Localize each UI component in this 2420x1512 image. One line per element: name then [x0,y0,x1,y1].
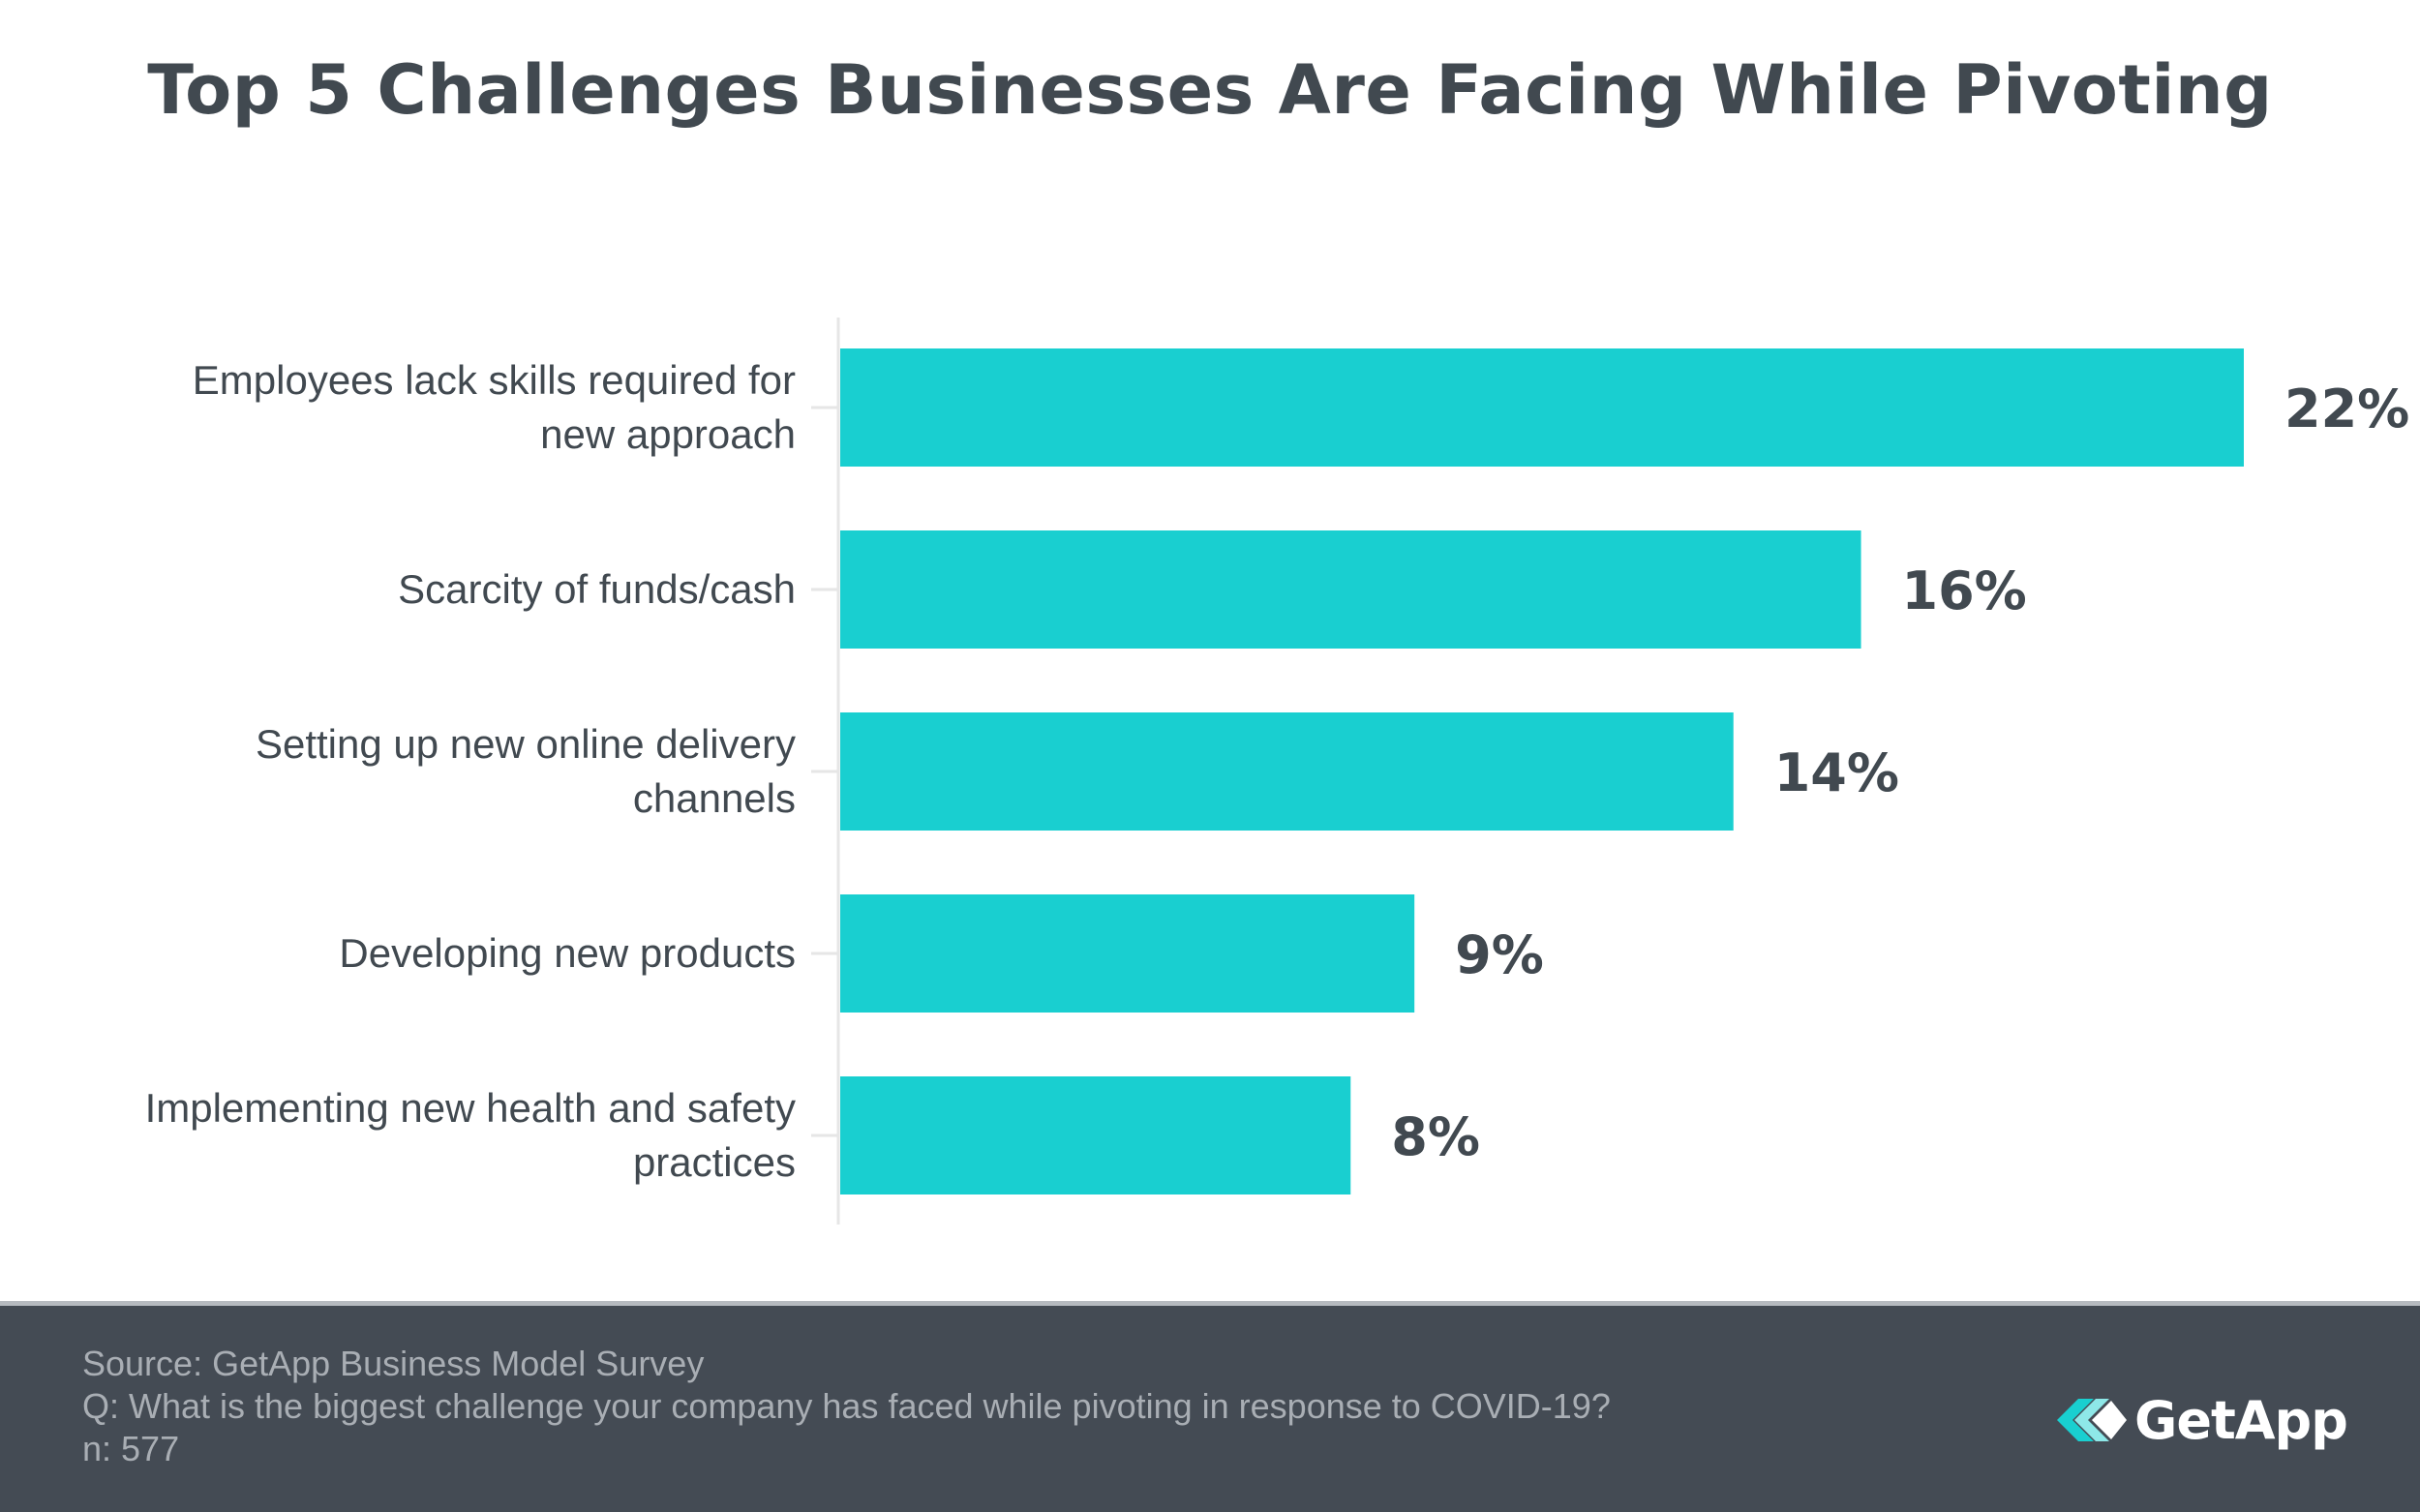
value-label: 22% [2284,378,2409,439]
category-label: Setting up new online delivery channels [256,721,796,821]
sample-size-note: n: 577 [82,1429,180,1468]
chart-title: Top 5 Challenges Businesses Are Facing W… [147,50,2273,130]
category-label-line: practices [633,1139,796,1185]
category-label-line: new approach [540,411,796,457]
question-note: Q: What is the biggest challenge your co… [82,1386,1611,1426]
category-label: Employees lack skills required for new ap… [193,357,796,457]
value-label: 16% [1902,560,2027,621]
footer-divider [0,1301,2420,1306]
footer-notes: Source: GetApp Business Model Survey Q: … [82,1343,1611,1470]
getapp-logo: GetApp [2057,1381,2348,1459]
category-label-line: Implementing new health and safety [145,1085,796,1131]
bars-group: 22% Employees lack skills required for new… [145,348,2409,1194]
bar-4 [840,1076,1351,1194]
category-label-line: Developing new products [339,930,796,976]
value-label: 14% [1774,742,1899,803]
category-label-line: Setting up new online delivery [256,721,796,767]
category-label-line: Employees lack skills required for [193,357,796,403]
value-label: 8% [1391,1106,1480,1167]
bar-2 [840,712,1734,831]
getapp-chevrons-icon [2057,1399,2127,1441]
category-label-line: Scarcity of funds/cash [398,566,796,612]
bar-1 [840,530,1861,649]
bar-0 [840,348,2244,467]
source-note: Source: GetApp Business Model Survey [82,1344,705,1383]
getapp-logo-text: GetApp [2134,1389,2348,1451]
category-label: Implementing new health and safety practi… [145,1085,796,1185]
category-label: Developing new products [339,930,796,976]
value-label: 9% [1455,924,1544,985]
footer: Source: GetApp Business Model Survey Q: … [0,1301,2420,1512]
bar-3 [840,894,1415,1013]
category-label-line: channels [633,775,796,821]
bar-chart: 22% Employees lack skills required for new… [145,318,2409,1225]
category-label: Scarcity of funds/cash [398,566,796,612]
